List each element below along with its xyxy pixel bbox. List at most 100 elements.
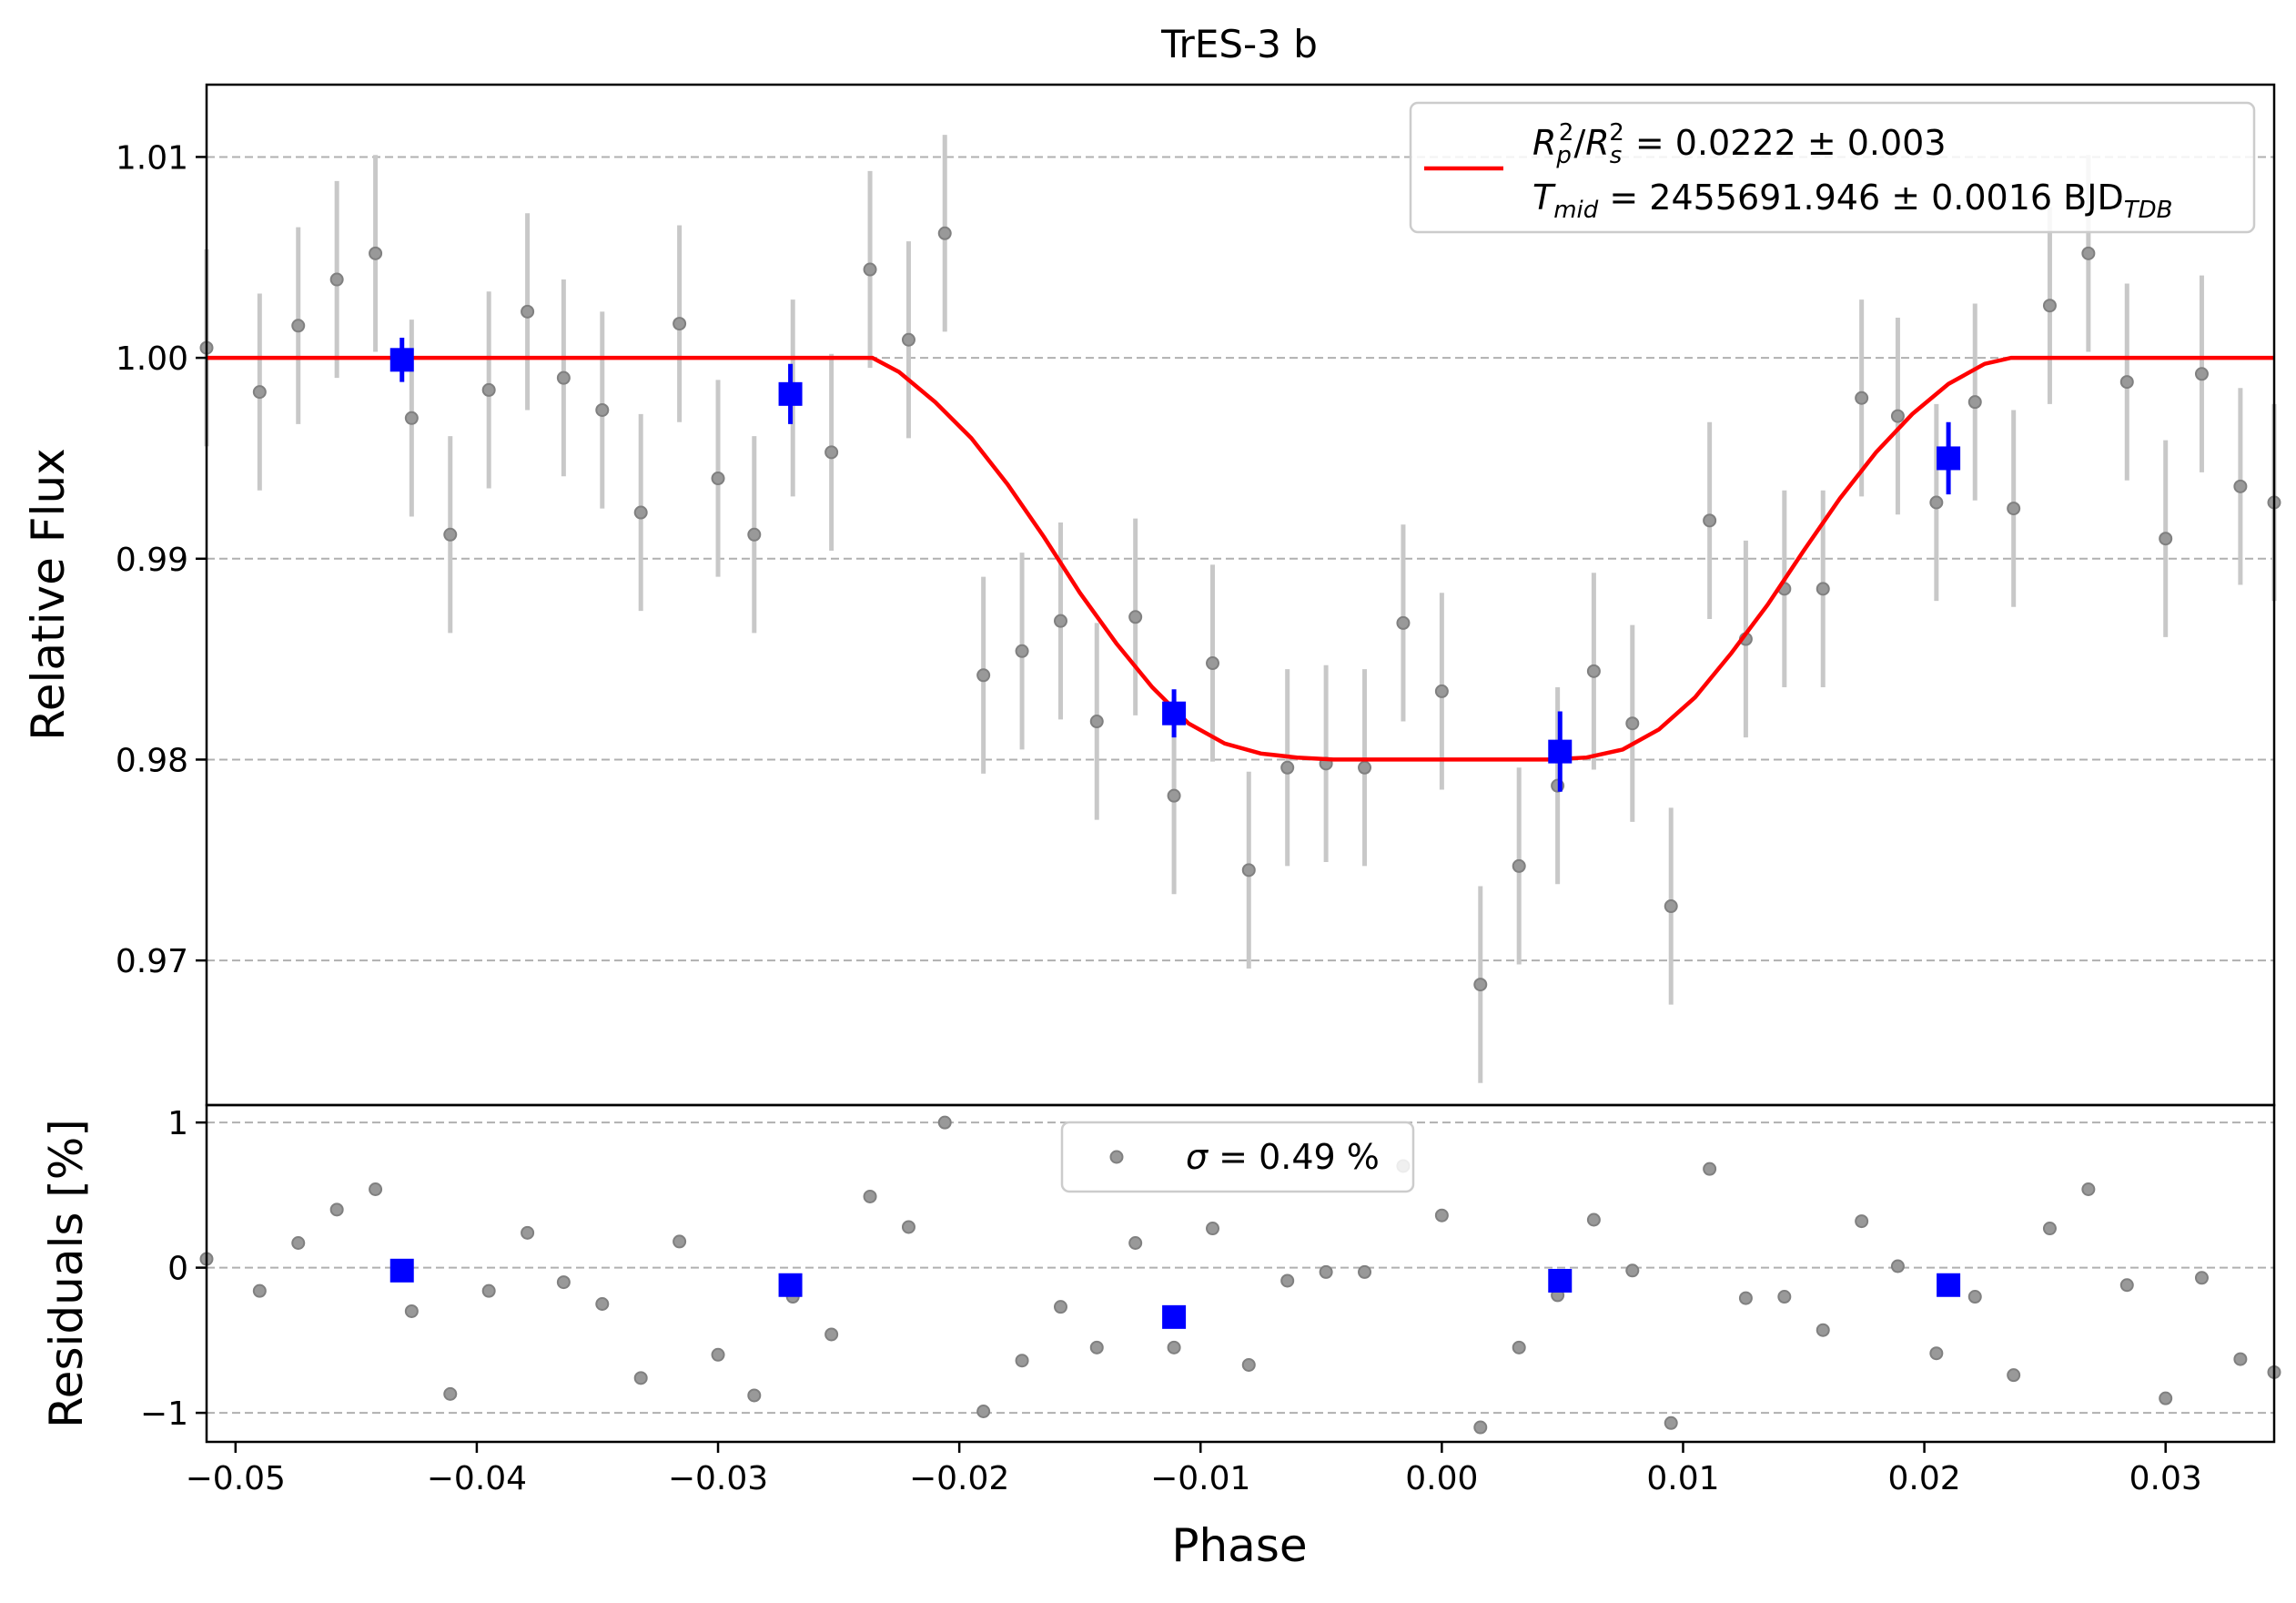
raw-point xyxy=(1703,513,1717,528)
raw-point xyxy=(2194,367,2209,381)
raw-point xyxy=(1053,614,1067,628)
raw-point xyxy=(1929,495,1944,510)
raw-point xyxy=(1434,684,1449,698)
x-tick-label: −0.04 xyxy=(427,1460,527,1497)
residual-point xyxy=(1703,1162,1717,1176)
top-y-tick-label: 1.00 xyxy=(116,340,188,378)
raw-point xyxy=(863,262,877,277)
bottom-y-axis-label: Residuals [%] xyxy=(40,1119,93,1428)
raw-point xyxy=(1015,644,1029,658)
raw-point xyxy=(521,304,535,319)
residual-point xyxy=(747,1388,762,1403)
residual-point xyxy=(1473,1420,1488,1435)
chart-title: TrES-3 b xyxy=(1160,22,1318,66)
top-y-axis-label: Relative Flux xyxy=(22,448,75,740)
bottom-y-tick-label: 0 xyxy=(167,1251,188,1288)
raw-point xyxy=(937,226,952,240)
raw-point xyxy=(976,668,991,683)
x-tick-label: 0.03 xyxy=(2129,1460,2202,1497)
binned-residual-point xyxy=(389,1258,414,1283)
raw-point xyxy=(1206,656,1220,671)
x-axis-label: Phase xyxy=(1171,1519,1307,1572)
residual-point xyxy=(1089,1340,1104,1354)
raw-point xyxy=(1890,409,1905,423)
binned-residual-point xyxy=(1162,1304,1187,1329)
x-tick-label: −0.03 xyxy=(668,1460,768,1497)
top-y-ticks: 0.97 0.98 0.99 1.00 1.01 xyxy=(116,139,207,980)
top-y-tick-label: 0.98 xyxy=(116,742,188,779)
residual-point xyxy=(1777,1290,1792,1304)
x-tick-label: 0.01 xyxy=(1646,1460,1719,1497)
residual-point xyxy=(1319,1264,1333,1279)
raw-point xyxy=(369,246,383,260)
residual-point xyxy=(901,1220,915,1234)
raw-point xyxy=(443,527,458,542)
residual-point xyxy=(2042,1222,2057,1236)
residual-point xyxy=(2194,1271,2209,1285)
bottom-raw-points xyxy=(199,1115,2281,1435)
binned-point xyxy=(1548,739,1573,764)
top-legend-tmid-entry: Tmid = 2455691.946 ± 0.0016 BJDTDB xyxy=(1532,178,2172,224)
residual-point xyxy=(2159,1391,2173,1405)
raw-point xyxy=(2233,479,2248,493)
bottom-legend-sigma-entry: σ = 0.49 % xyxy=(1186,1137,1380,1177)
residual-point xyxy=(369,1182,383,1196)
residual-point xyxy=(1167,1340,1181,1354)
x-tick-label: 0.02 xyxy=(1888,1460,1961,1497)
top-legend-box xyxy=(1409,101,2256,234)
bottom-legend: σ = 0.49 % xyxy=(1060,1121,1415,1193)
residual-point xyxy=(1625,1263,1640,1278)
residual-point xyxy=(443,1386,458,1401)
binned-point xyxy=(1937,446,1961,471)
x-ticks: −0.05 −0.04 −0.03 −0.02 −0.01 0.00 0.01 0.02 0.0… xyxy=(186,1442,2202,1497)
bottom-y-tick-label: 1 xyxy=(167,1105,188,1142)
raw-point xyxy=(673,317,687,331)
residual-point xyxy=(2119,1278,2134,1293)
residual-point xyxy=(1967,1290,1982,1304)
bottom-y-ticks: −1 0 1 xyxy=(140,1105,207,1433)
residual-point xyxy=(2007,1368,2021,1383)
residual-point xyxy=(1053,1300,1067,1314)
residual-point xyxy=(329,1202,344,1217)
residual-point xyxy=(1015,1354,1029,1368)
raw-point xyxy=(747,527,762,542)
residual-point xyxy=(1434,1208,1449,1223)
residual-point xyxy=(404,1304,419,1318)
top-binned-points xyxy=(389,338,1961,792)
top-raw-points xyxy=(199,226,2281,992)
residual-point xyxy=(1586,1212,1601,1227)
raw-point xyxy=(633,505,648,520)
residual-point xyxy=(1128,1236,1143,1251)
residual-point xyxy=(521,1225,535,1240)
bottom-binned-points xyxy=(389,1258,1961,1329)
raw-point xyxy=(2119,375,2134,390)
raw-point xyxy=(1280,760,1295,775)
binned-residual-point xyxy=(1548,1268,1573,1293)
top-legend: Rp2/Rs2 = 0.0222 ± 0.003 Tmid = 2455691.… xyxy=(1409,101,2256,234)
residual-point xyxy=(1816,1323,1830,1337)
top-y-tick-label: 0.97 xyxy=(116,943,188,980)
raw-point xyxy=(291,319,306,333)
residual-point xyxy=(291,1236,306,1251)
bottom-legend-box xyxy=(1060,1121,1415,1193)
binned-residual-point xyxy=(1937,1273,1961,1297)
raw-point xyxy=(329,272,344,287)
raw-point xyxy=(1396,615,1411,630)
residual-point xyxy=(1929,1346,1944,1361)
x-tick-label: −0.02 xyxy=(909,1460,1009,1497)
binned-residual-point xyxy=(778,1273,803,1297)
top-legend-depth-entry: Rp2/Rs2 = 0.0222 ± 0.003 xyxy=(1532,119,1947,169)
raw-point xyxy=(1089,715,1104,729)
raw-point xyxy=(1816,582,1830,596)
residual-point xyxy=(1280,1273,1295,1288)
raw-point xyxy=(1586,664,1601,678)
residual-point xyxy=(711,1347,725,1362)
residual-point xyxy=(2081,1182,2096,1196)
bottom-y-tick-label: −1 xyxy=(140,1395,188,1433)
bottom-legend-marker xyxy=(1109,1150,1124,1164)
x-tick-label: 0.00 xyxy=(1405,1460,1478,1497)
raw-point xyxy=(2042,299,2057,313)
raw-point xyxy=(1473,978,1488,992)
